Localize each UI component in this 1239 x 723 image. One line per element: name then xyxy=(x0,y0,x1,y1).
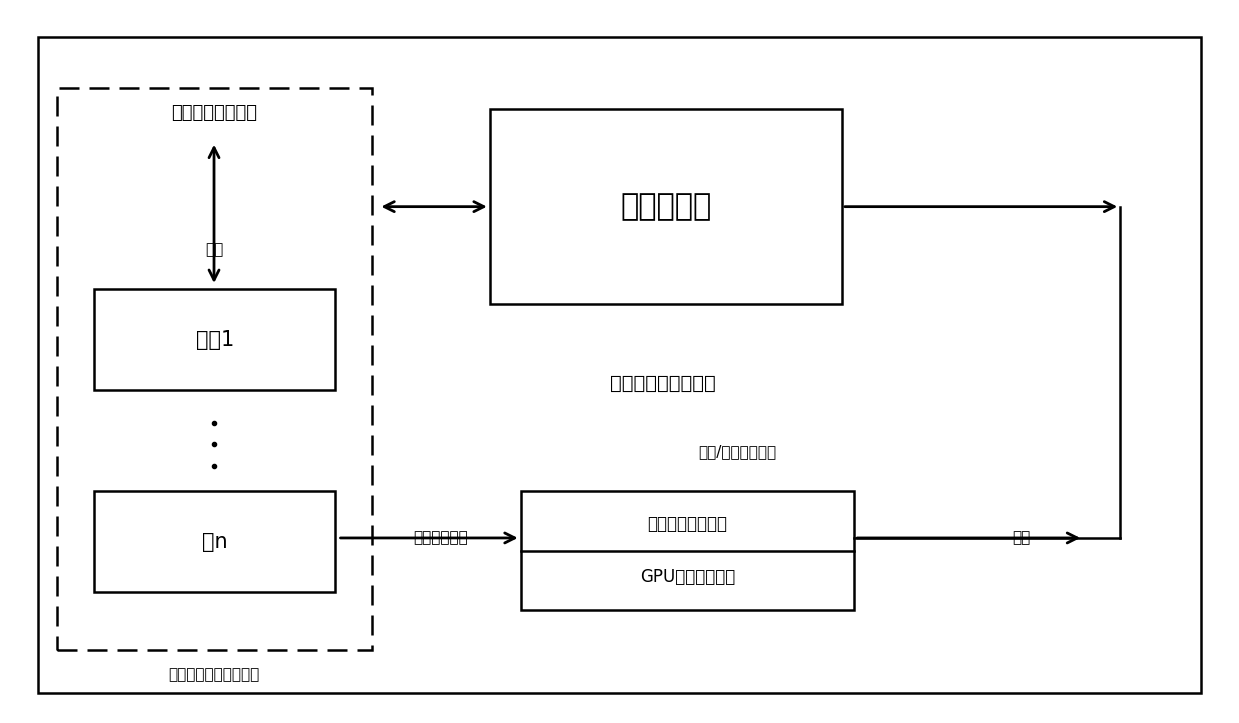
Text: 数据库分类图像数据: 数据库分类图像数据 xyxy=(610,374,716,393)
Text: 离线/在线测试分类: 离线/在线测试分类 xyxy=(698,444,776,459)
Text: 类列1: 类列1 xyxy=(196,330,234,350)
Text: 离线算法训练: 离线算法训练 xyxy=(413,531,467,545)
Bar xyxy=(57,87,372,649)
Text: 输出: 输出 xyxy=(1012,531,1031,545)
Text: 图像采集与数据库建设: 图像采集与数据库建设 xyxy=(169,667,260,683)
Bar xyxy=(94,289,336,390)
Text: 输入: 输入 xyxy=(204,242,223,257)
Text: GPU并行计算平台: GPU并行计算平台 xyxy=(639,568,735,586)
Bar xyxy=(520,491,855,610)
Text: 巡检机器人: 巡检机器人 xyxy=(621,192,711,221)
Bar xyxy=(94,491,336,592)
Text: 卷积与降采集单元: 卷积与降采集单元 xyxy=(648,515,727,534)
Text: 在线采集图像数据: 在线采集图像数据 xyxy=(171,104,256,122)
Text: 类n: 类n xyxy=(202,531,228,552)
Bar xyxy=(489,109,843,304)
